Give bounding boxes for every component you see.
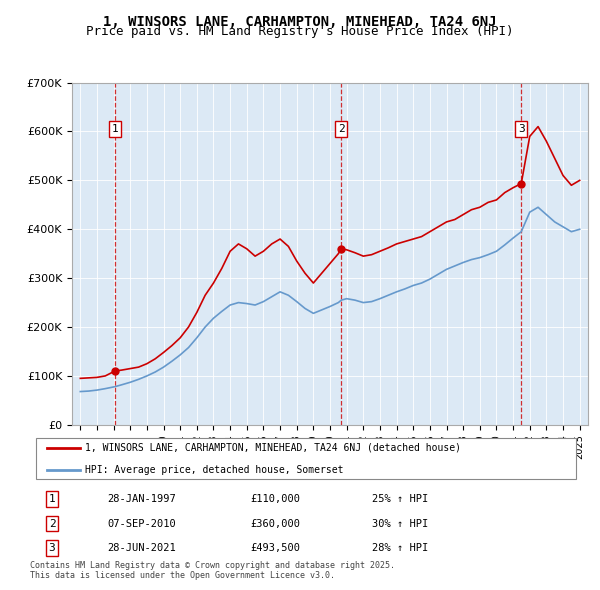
Text: 2: 2	[338, 124, 344, 134]
Text: 25% ↑ HPI: 25% ↑ HPI	[372, 494, 428, 504]
Text: 30% ↑ HPI: 30% ↑ HPI	[372, 519, 428, 529]
Text: £360,000: £360,000	[251, 519, 301, 529]
Text: 28% ↑ HPI: 28% ↑ HPI	[372, 543, 428, 553]
Text: Contains HM Land Registry data © Crown copyright and database right 2025.
This d: Contains HM Land Registry data © Crown c…	[30, 560, 395, 580]
Text: 3: 3	[518, 124, 524, 134]
Text: £110,000: £110,000	[251, 494, 301, 504]
FancyBboxPatch shape	[35, 438, 577, 479]
Text: HPI: Average price, detached house, Somerset: HPI: Average price, detached house, Some…	[85, 465, 344, 475]
Text: 28-JAN-1997: 28-JAN-1997	[107, 494, 176, 504]
Text: Price paid vs. HM Land Registry's House Price Index (HPI): Price paid vs. HM Land Registry's House …	[86, 25, 514, 38]
Text: 3: 3	[49, 543, 55, 553]
Text: 07-SEP-2010: 07-SEP-2010	[107, 519, 176, 529]
Text: 1, WINSORS LANE, CARHAMPTON, MINEHEAD, TA24 6NJ (detached house): 1, WINSORS LANE, CARHAMPTON, MINEHEAD, T…	[85, 442, 461, 453]
Text: 28-JUN-2021: 28-JUN-2021	[107, 543, 176, 553]
Text: 2: 2	[49, 519, 55, 529]
Text: 1: 1	[112, 124, 118, 134]
Text: 1, WINSORS LANE, CARHAMPTON, MINEHEAD, TA24 6NJ: 1, WINSORS LANE, CARHAMPTON, MINEHEAD, T…	[103, 15, 497, 29]
Text: 1: 1	[49, 494, 55, 504]
Text: £493,500: £493,500	[251, 543, 301, 553]
